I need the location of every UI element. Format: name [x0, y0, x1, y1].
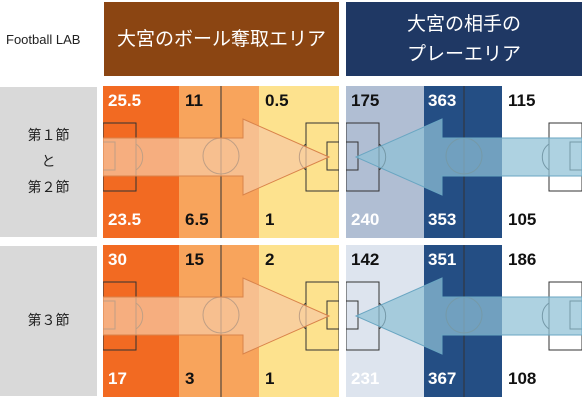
row-label-matchday-3: 第３節 [0, 246, 97, 396]
left-attacking-top-value: 0.5 [265, 91, 289, 110]
right-defensive-bottom-value: 231 [351, 369, 380, 388]
left-middle-bottom-value: 6.5 [185, 210, 209, 229]
opponent-direction-arrow [354, 118, 582, 196]
right-middle-bottom-value: 367 [428, 369, 457, 388]
right-attacking-top-value: 115 [508, 91, 536, 110]
pitch-markings [103, 245, 339, 397]
right-attacking-bottom-value: 105 [508, 210, 537, 229]
pitch-markings [346, 86, 582, 238]
attack-direction-arrow [103, 118, 331, 196]
opponent-play-area-title-line1: 大宮の相手の [406, 13, 521, 35]
left-middle-top-value: 15 [185, 250, 204, 269]
left-attacking-bottom-value: 1 [265, 210, 275, 229]
right-defensive-top-value: 142 [351, 250, 380, 269]
left-middle-top-value: 11 [185, 91, 203, 110]
row-label-line: 第３節 [27, 313, 70, 329]
right-attacking-bottom-value: 108 [508, 369, 537, 388]
right-middle-top-value: 351 [428, 250, 457, 269]
left-middle-bottom-value: 3 [185, 369, 195, 388]
attack-direction-arrow [103, 277, 331, 355]
ball-recovery-pitch-row2: 30 15 2 17 3 1 [103, 245, 339, 397]
row-label-line: と [41, 154, 56, 170]
right-middle-bottom-value: 353 [428, 210, 457, 229]
left-attacking-top-value: 2 [265, 250, 275, 269]
left-defensive-top-value: 25.5 [108, 91, 142, 110]
brand-label: Football LAB [6, 32, 81, 47]
ball-recovery-area-title: 大宮のボール奪取エリア [116, 28, 326, 50]
right-defensive-top-value: 175 [351, 91, 380, 110]
right-defensive-bottom-value: 240 [351, 210, 380, 229]
opponent-play-area-title: 大宮の相手の プレーエリア [407, 9, 521, 69]
right-middle-top-value: 363 [428, 91, 457, 110]
pitch-markings [103, 86, 339, 238]
right-attacking-top-value: 186 [508, 250, 537, 269]
opponent-play-area-title-line2: プレーエリア [406, 43, 521, 65]
left-defensive-bottom-value: 23.5 [108, 210, 142, 229]
opponent-play-pitch-row2: 142 351 186 231 367 108 [346, 245, 582, 397]
ball-recovery-pitch-row1: 25.5 11 0.5 23.5 6.5 1 [103, 86, 339, 238]
left-defensive-top-value: 30 [108, 250, 127, 269]
opponent-play-pitch-row1: 175 363 115 240 353 105 [346, 86, 582, 238]
left-attacking-bottom-value: 1 [265, 369, 275, 388]
row-label-line: 第１節 [27, 128, 70, 144]
opponent-play-area-header: 大宮の相手の プレーエリア [346, 2, 582, 76]
row-label-line: 第２節 [27, 180, 70, 196]
ball-recovery-area-header: 大宮のボール奪取エリア [104, 2, 339, 76]
left-defensive-bottom-value: 17 [108, 369, 127, 388]
pitch-markings [346, 245, 582, 397]
row-label-matchdays-1-2: 第１節 と 第２節 [0, 87, 97, 237]
opponent-direction-arrow [354, 277, 582, 355]
